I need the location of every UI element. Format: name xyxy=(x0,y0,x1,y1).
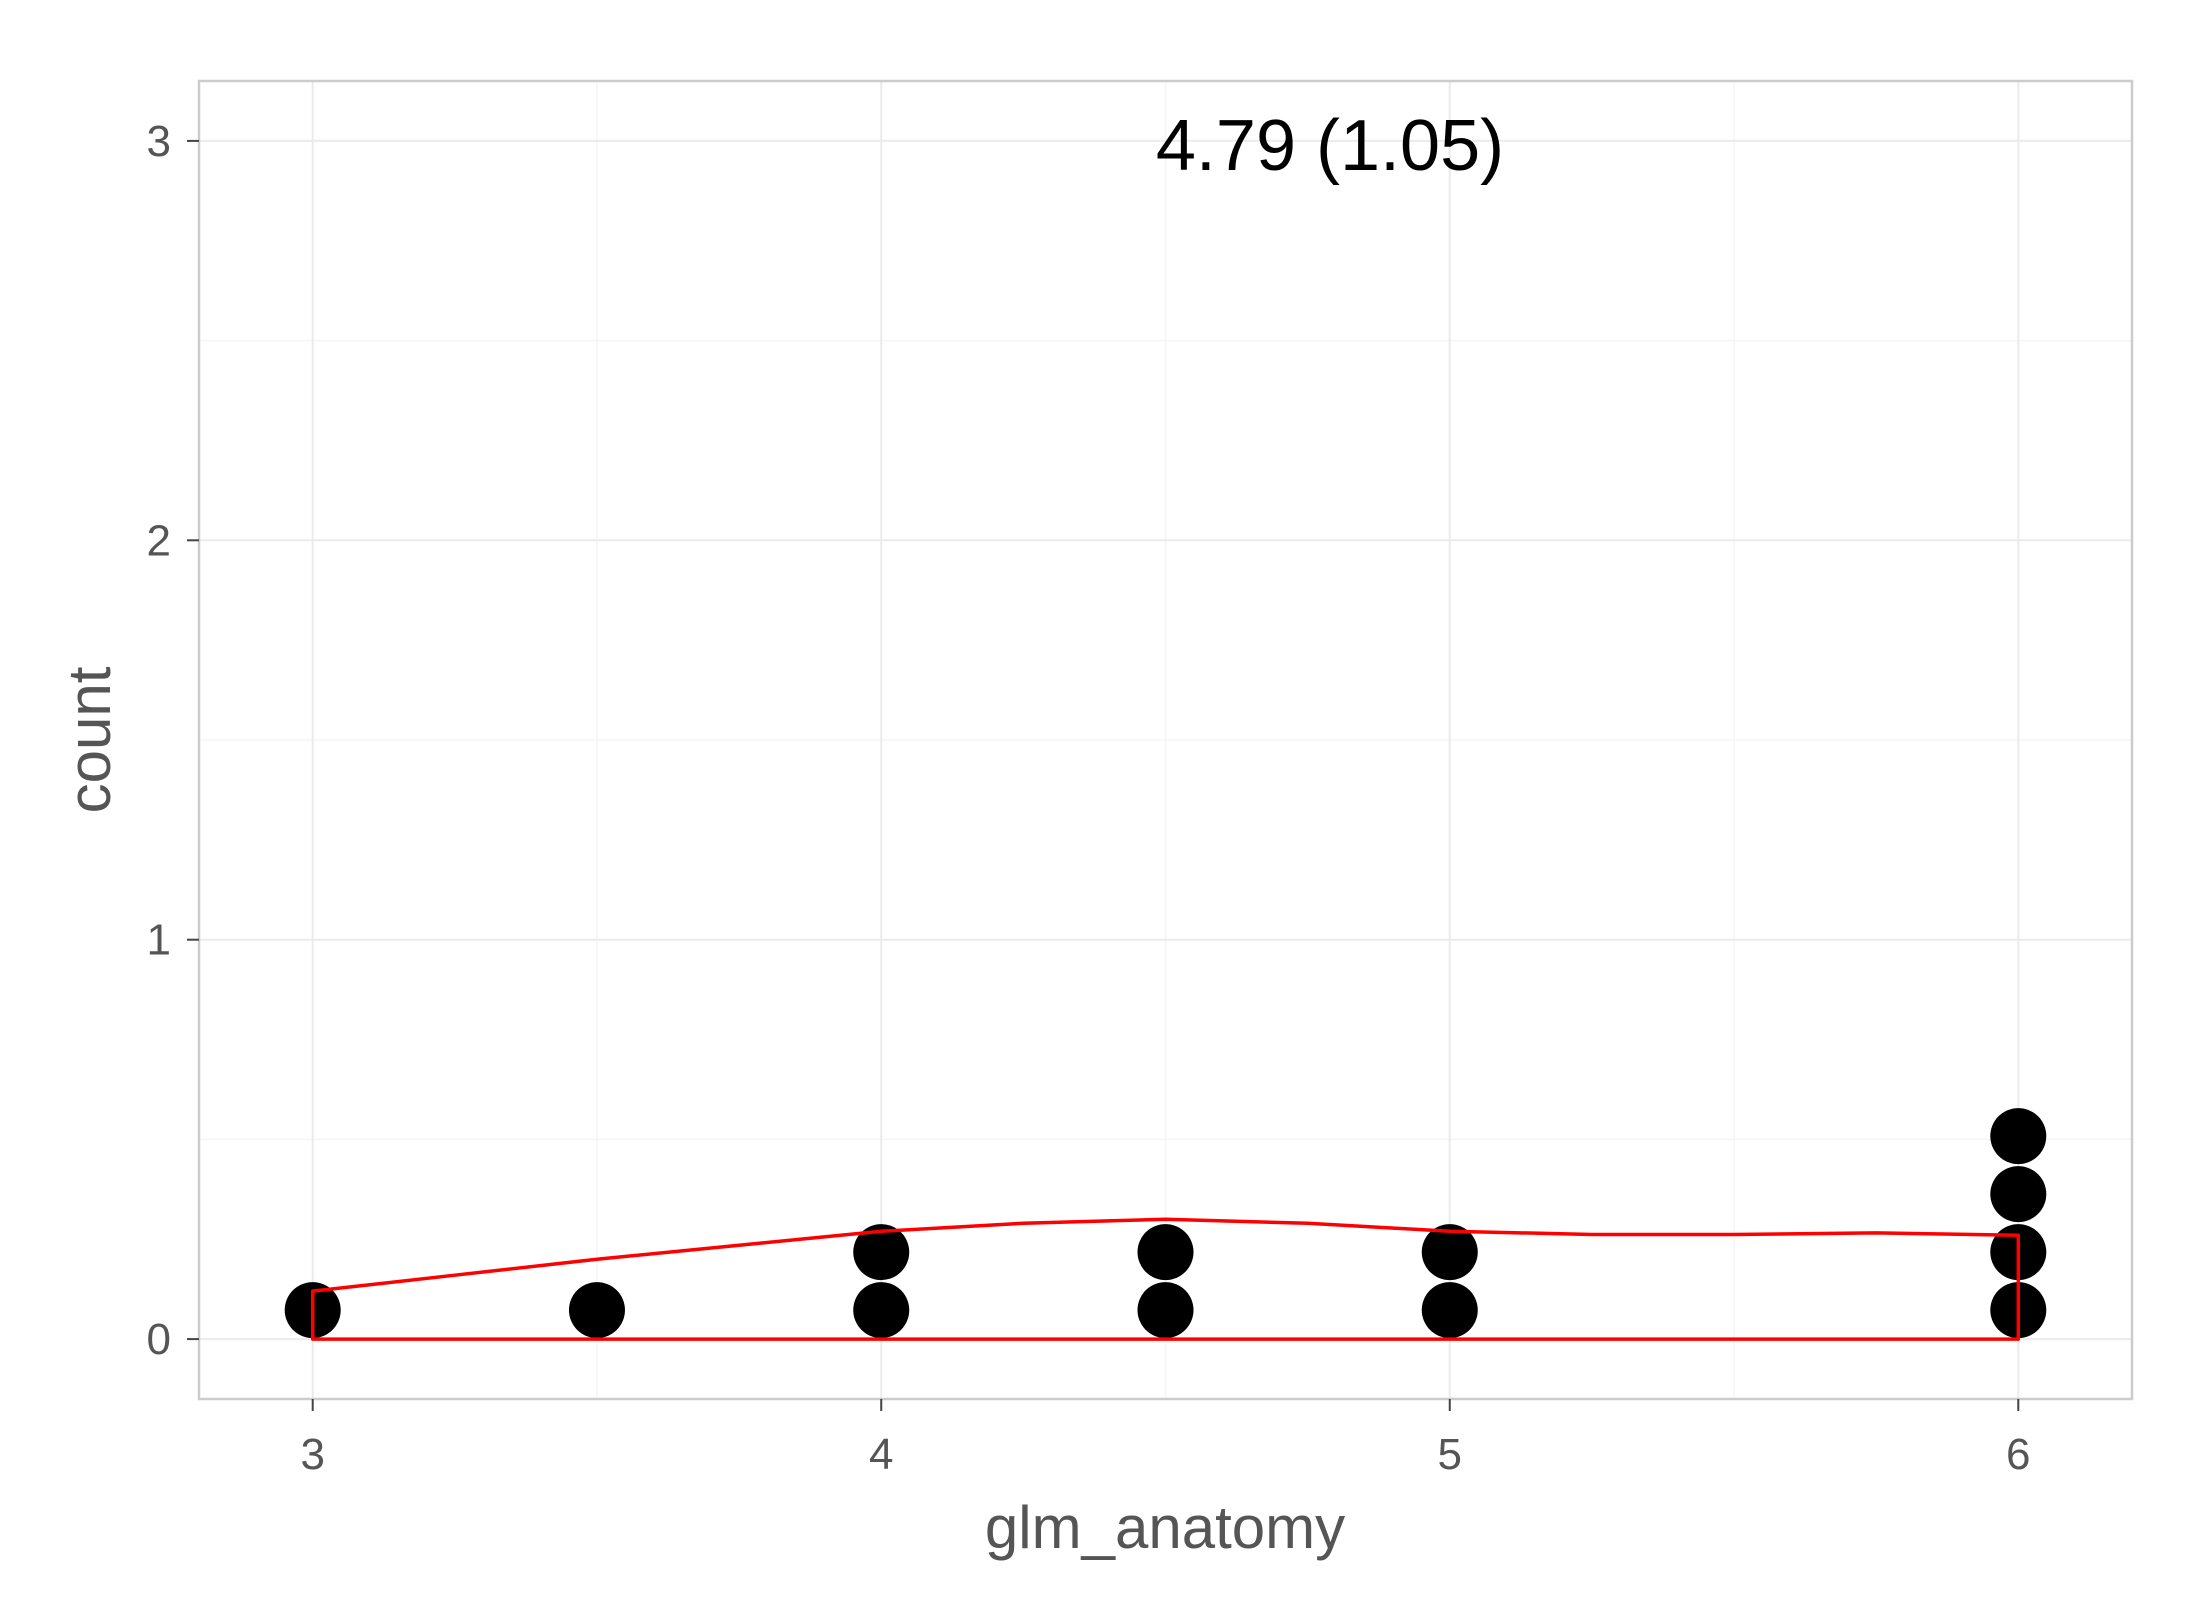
y-tick-label: 3 xyxy=(147,117,171,166)
x-tick-label: 5 xyxy=(1438,1430,1462,1479)
dot xyxy=(853,1282,910,1339)
dots-layer xyxy=(284,1108,2047,1339)
y-tick-label: 1 xyxy=(147,916,171,965)
panel-border xyxy=(197,79,2134,1401)
axis-ticks xyxy=(187,139,2020,1411)
x-tick-label: 4 xyxy=(869,1430,893,1479)
dot xyxy=(1990,1166,2047,1223)
dot xyxy=(1421,1224,1478,1281)
density-curve xyxy=(310,1217,2021,1341)
y-tick-label: 0 xyxy=(147,1315,171,1364)
x-tick-labels: 3 4 5 6 xyxy=(300,1430,2030,1479)
x-axis-title: glm_anatomy xyxy=(985,1494,1345,1561)
x-tick-label: 3 xyxy=(300,1430,324,1479)
dot xyxy=(568,1282,625,1339)
y-tick-label: 2 xyxy=(147,516,171,565)
dot xyxy=(1137,1282,1194,1339)
y-tick-labels: 0 1 2 3 xyxy=(147,117,171,1364)
dot xyxy=(1421,1282,1478,1339)
dot xyxy=(1137,1224,1194,1281)
annotation-text: 4.79 (1.05) xyxy=(1156,106,1504,186)
y-axis-title: count xyxy=(56,666,123,813)
minor-gridlines xyxy=(199,81,2132,1399)
x-tick-label: 6 xyxy=(2006,1430,2030,1479)
dot xyxy=(853,1224,910,1281)
dot xyxy=(1990,1108,2047,1165)
density-layer xyxy=(310,1217,2021,1341)
